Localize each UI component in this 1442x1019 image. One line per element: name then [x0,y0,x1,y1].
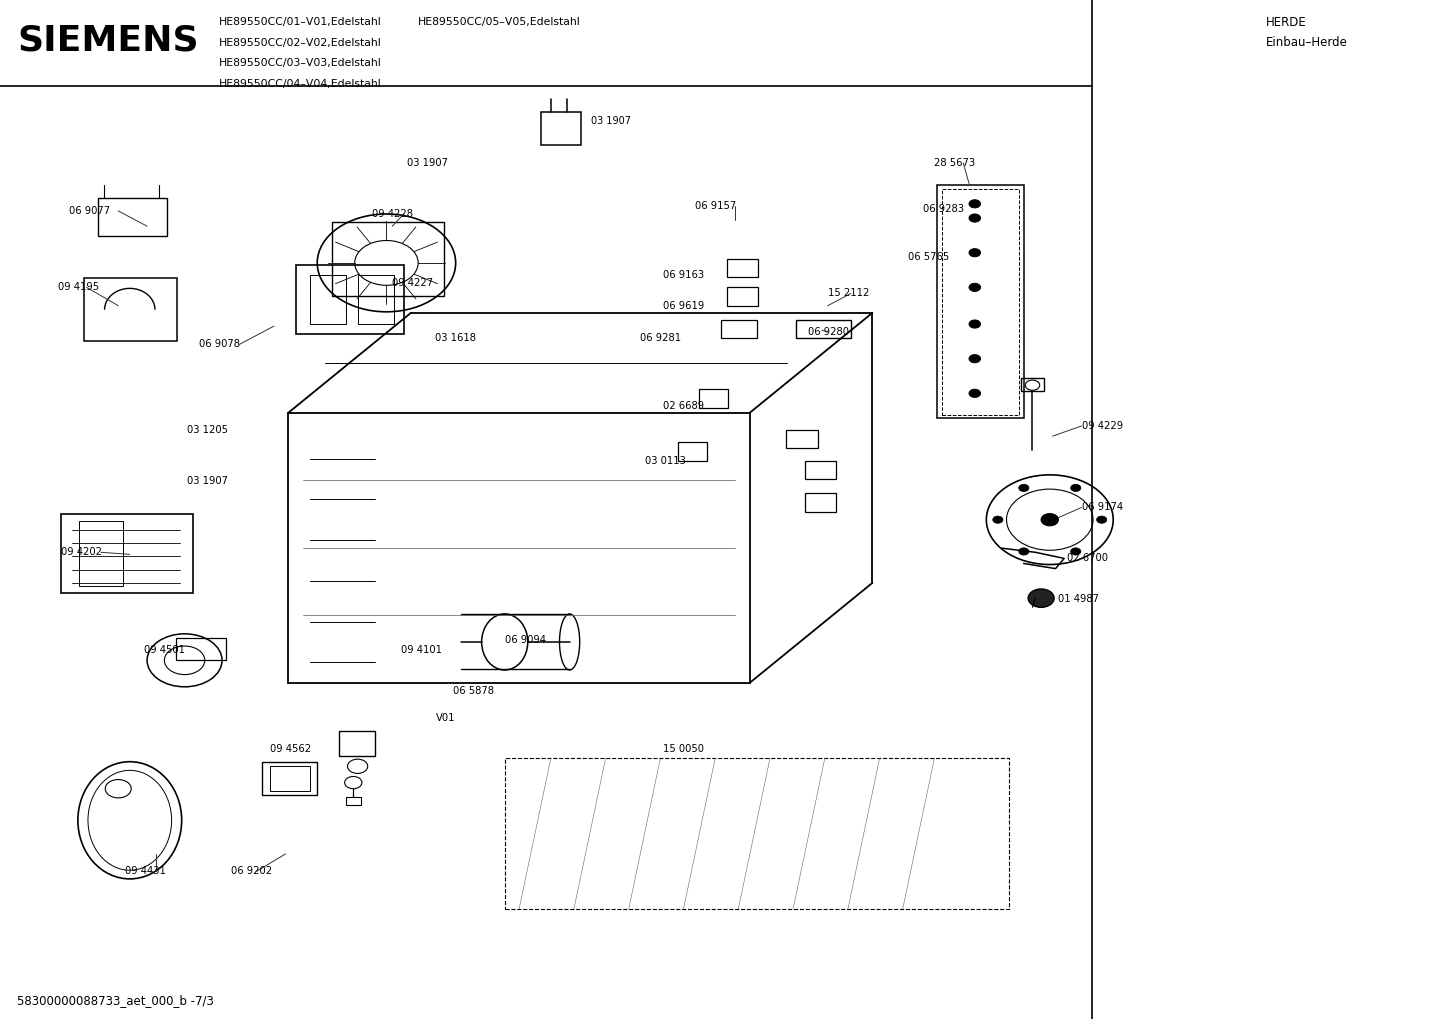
Text: 03 1907: 03 1907 [407,158,447,168]
Text: HE89550CC/02–V02,Edelstahl: HE89550CC/02–V02,Edelstahl [219,38,382,48]
Text: 58300000088733_aet_000_b -7/3: 58300000088733_aet_000_b -7/3 [17,995,215,1007]
Bar [310,275,346,324]
Bar [942,189,1019,415]
Text: 06 9619: 06 9619 [663,301,705,311]
Bar [727,287,758,306]
Text: 28 5673: 28 5673 [934,158,976,168]
Circle shape [1028,589,1054,607]
Bar [505,758,1009,909]
Text: 15 0050: 15 0050 [663,744,704,754]
Text: 06 9281: 06 9281 [640,333,682,343]
Circle shape [969,214,981,222]
Bar [727,259,758,277]
Circle shape [1018,548,1030,555]
Bar [796,320,851,338]
Bar [678,442,707,461]
Text: 06 9202: 06 9202 [231,866,273,876]
Text: 02 6689: 02 6689 [663,400,705,411]
Bar [61,514,193,593]
Bar [358,275,394,324]
Circle shape [969,249,981,257]
Text: 06 9283: 06 9283 [923,204,963,214]
Text: 06 9163: 06 9163 [663,270,705,280]
Circle shape [969,389,981,397]
Text: 03 1907: 03 1907 [591,116,632,126]
Circle shape [969,355,981,363]
Text: Einbau–Herde: Einbau–Herde [1266,37,1348,49]
Text: 02 6700: 02 6700 [1067,553,1107,564]
Text: 09 4202: 09 4202 [61,547,101,557]
Circle shape [1018,484,1030,491]
Text: 09 4228: 09 4228 [372,209,412,219]
Bar [786,430,818,448]
Circle shape [1070,484,1082,491]
Text: 06 9174: 06 9174 [1082,502,1123,513]
Circle shape [1041,514,1058,526]
Text: 15 2112: 15 2112 [828,288,870,299]
Text: HE89550CC/01–V01,Edelstahl: HE89550CC/01–V01,Edelstahl [219,17,382,28]
Text: HE89550CC/03–V03,Edelstahl: HE89550CC/03–V03,Edelstahl [219,58,382,68]
Text: HERDE: HERDE [1266,16,1306,29]
Bar [176,638,226,660]
Text: 06 9078: 06 9078 [199,339,239,350]
Circle shape [969,283,981,291]
Bar [541,112,581,145]
Text: 06 9157: 06 9157 [695,201,737,211]
Bar [937,185,1024,418]
Bar [98,198,167,236]
Text: 09 4431: 09 4431 [125,866,166,876]
Text: 09 4195: 09 4195 [58,282,99,292]
Text: 01 4987: 01 4987 [1058,594,1099,604]
Text: HE89550CC/05–V05,Edelstahl: HE89550CC/05–V05,Edelstahl [418,17,581,28]
Circle shape [992,516,1004,524]
Bar [805,493,836,512]
Text: 03 1618: 03 1618 [435,333,476,343]
Text: V01: V01 [435,713,456,723]
Text: 09 4229: 09 4229 [1082,421,1123,431]
Text: 03 1205: 03 1205 [187,425,228,435]
Text: 09 4101: 09 4101 [401,645,441,655]
Text: 06 5765: 06 5765 [908,252,950,262]
Circle shape [1097,516,1107,524]
Bar [1021,378,1044,391]
Text: 06 5878: 06 5878 [453,686,493,696]
Text: 09 4562: 09 4562 [270,744,311,754]
Text: HE89550CC/04–V04,Edelstahl: HE89550CC/04–V04,Edelstahl [219,78,382,89]
Text: SIEMENS: SIEMENS [17,23,199,58]
Circle shape [969,200,981,208]
Text: 06 9077: 06 9077 [69,206,111,216]
Text: 06 9094: 06 9094 [505,635,545,645]
Text: 09 4227: 09 4227 [392,278,434,288]
Bar [296,265,404,334]
Text: 03 0113: 03 0113 [645,455,685,466]
Bar [79,521,123,586]
Bar [270,766,310,791]
Text: 06 9280: 06 9280 [808,327,848,337]
Bar [332,222,444,296]
Bar [262,762,317,795]
Circle shape [1070,548,1082,555]
Bar [805,461,836,479]
Bar [721,320,757,338]
Bar [84,278,177,341]
Text: 03 1907: 03 1907 [187,476,228,486]
Text: 09 4501: 09 4501 [144,645,185,655]
Bar [339,731,375,756]
Circle shape [969,320,981,328]
Bar [346,797,360,805]
Bar [699,389,728,408]
